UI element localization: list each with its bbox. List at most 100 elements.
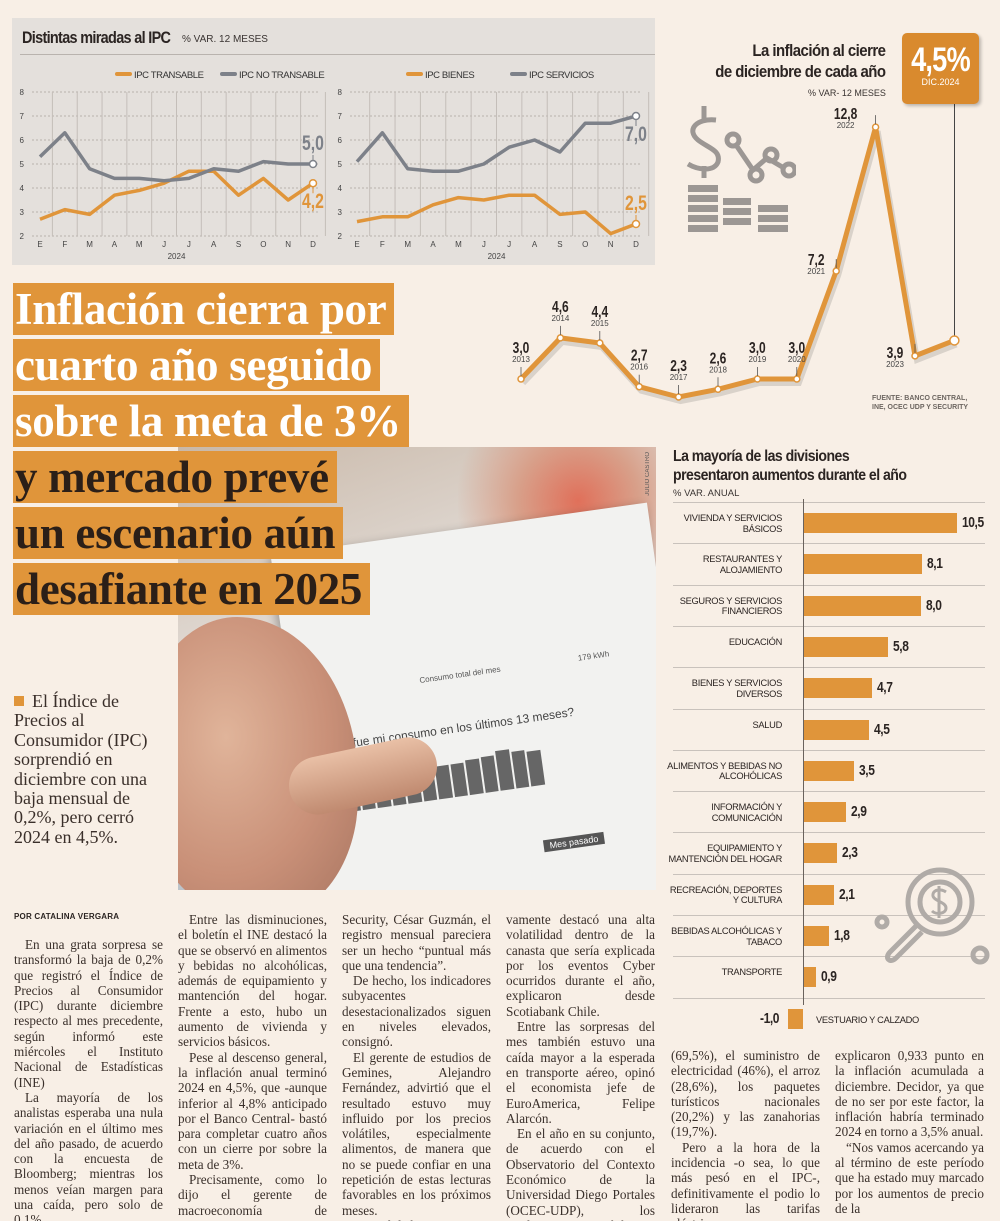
bar [803, 678, 873, 699]
headline-line-3: sobre la meta de 3% [13, 395, 409, 447]
category-label: VESTUARIO Y CALZADO [816, 1014, 919, 1025]
dollar-coins-icon [686, 106, 796, 232]
bar-value-label: -1,0 [760, 1009, 780, 1027]
row-divider [673, 915, 985, 916]
lead-text: El Índice de Precios al Consumidor (IPC)… [14, 691, 148, 847]
category-label: RECREACIÓN, DEPORTES Y CULTURA [669, 884, 782, 906]
category-label: RESTAURANTES Y ALOJAMIENTO [702, 554, 782, 575]
bullet-square [14, 696, 24, 706]
byline: POR CATALINA VERGARA [14, 912, 120, 921]
highlight-box: 4,5% DIC.2024 [902, 33, 979, 104]
bar [803, 554, 923, 575]
magnifier-dollar-icon [874, 867, 990, 965]
article-column: POR CATALINA VERGARA En una grata sorpres… [14, 912, 163, 1221]
bar [803, 760, 855, 781]
bar-value-label: 4,7 [877, 679, 893, 697]
category-label: SEGUROS Y SERVICIOS FINANCIEROS [679, 595, 783, 617]
bar [803, 884, 834, 905]
article-paragraph: La mayoría de los analistas esperaba una… [14, 1089, 163, 1221]
row-divider [673, 873, 985, 875]
article-paragraph: Entre las disminuciones, el boletín el I… [178, 912, 327, 1050]
divisions-chart-title: La mayoría de las divisiones presentaron… [673, 447, 907, 485]
row-divider [673, 625, 985, 627]
panel-title: Distintas miradas al IPC [22, 28, 171, 47]
divisions-chart-subtitle: % VAR. ANUAL [673, 488, 740, 499]
bar-value-label: 10,5 [962, 514, 985, 531]
article-paragraph: Precisamente, como lo dijo el gerente de… [178, 1172, 327, 1221]
article-paragraph: Entre las sorpresas del mes también estu… [506, 1019, 655, 1126]
category-label: VIVIENDA Y SERVICIOS BÁSICOS [683, 513, 783, 534]
bar [803, 967, 817, 988]
bar-value-label: 8,0 [925, 596, 942, 614]
yearly-chart-title: La inflación al cierre de diciembre de c… [714, 40, 886, 82]
bar [803, 595, 921, 616]
bar-value-label: 3,5 [859, 761, 875, 779]
article-column: (69,5%), el suministro de electricidad (… [671, 1048, 820, 1221]
article-column: vamente destacó una alta volatilidad den… [506, 912, 655, 1221]
bar [803, 513, 958, 533]
headline-line-2: cuarto año seguido [13, 339, 381, 391]
category-label: BEBIDAS ALCOHÓLICAS Y TABACO [671, 926, 782, 947]
category-label: EQUIPAMIENTO Y MANTENCIÓN DEL HOGAR [668, 843, 783, 864]
headline-line-5: un escenario aún [13, 507, 344, 559]
lead-paragraph: El Índice de Precios al Consumidor (IPC)… [14, 691, 169, 847]
row-divider [673, 543, 985, 545]
panel-subtitle: % VAR. 12 MESES [182, 34, 268, 45]
row-divider [673, 832, 985, 834]
article-paragraph: Security, César Guzmán, el registro mens… [342, 912, 491, 973]
bar-value-label: 2,9 [850, 803, 867, 821]
headline-line-1: Inflación cierra por [13, 283, 395, 335]
bar [803, 843, 837, 864]
category-label: BIENES Y SERVICIOS DIVERSOS [691, 678, 783, 699]
article-column: Entre las disminuciones, el boletín el I… [178, 912, 327, 1221]
bar [803, 802, 846, 823]
article-paragraph: En una grata sorpresa se transformó la b… [14, 937, 163, 1090]
bar-value-label: 8,1 [927, 555, 943, 573]
bar-value-label: 2,1 [838, 885, 855, 903]
article-paragraph: “Nos vamos acercando ya al término de es… [835, 1139, 984, 1216]
row-divider [673, 956, 985, 958]
title-line: de diciembre de cada año [714, 62, 886, 81]
highlight-date: DIC.2024 [921, 77, 960, 87]
bar-value-label: 1,8 [834, 927, 850, 944]
bar [803, 926, 830, 946]
headline-line-6: desafiante en 2025 [13, 563, 371, 615]
title-line: presentaron aumentos durante el año [673, 467, 907, 484]
bar-value-label: 0,9 [821, 968, 837, 986]
article-paragraph: En el año en su conjunto, de acuerdo con… [506, 1126, 655, 1221]
article-paragraph: explicaron 0,933 punto en la inflación a… [835, 1048, 984, 1140]
article-paragraph: Pese al descenso general, la inflación a… [178, 1049, 327, 1172]
bar-value-label: 5,8 [893, 637, 909, 655]
article-column: Security, César Guzmán, el registro mens… [342, 912, 491, 1221]
bar [788, 1008, 803, 1029]
row-divider [673, 502, 985, 503]
row-divider [673, 749, 985, 751]
category-label: INFORMACIÓN Y COMUNICACIÓN [711, 802, 782, 823]
article-paragraph: A nivel de bienes, nue- [342, 1218, 491, 1221]
bar-value-label: 4,5 [874, 720, 890, 738]
row-divider [673, 708, 985, 710]
yearly-chart-subtitle: % VAR- 12 MESES [808, 88, 886, 98]
bar [803, 719, 870, 740]
row-divider [673, 791, 985, 793]
bar-value-label: 2,3 [841, 844, 858, 862]
article-paragraph: (69,5%), el suministro de electricidad (… [671, 1048, 820, 1140]
row-divider [673, 997, 985, 999]
bar-chart-axis [803, 499, 804, 1005]
category-label: SALUD [752, 719, 782, 730]
title-line: La inflación al cierre [751, 41, 886, 60]
row-divider [673, 584, 985, 586]
article-paragraph: vamente destacó una alta volatilidad den… [506, 912, 655, 1019]
title-line: La mayoría de las divisiones [673, 448, 850, 465]
row-divider [673, 667, 985, 669]
divider [20, 54, 655, 55]
highlight-value: 4,5% [911, 41, 971, 79]
bar [803, 636, 889, 657]
article-column: explicaron 0,933 punto en la inflación a… [835, 1048, 984, 1216]
category-label: ALIMENTOS Y BEBIDAS NO ALCOHÓLICAS [667, 760, 782, 782]
category-label: TRANSPORTE [721, 967, 783, 978]
article-paragraph: El gerente de estudios de Gemines, Aleja… [342, 1049, 491, 1218]
source-line: INE, OCEC UDP Y SECURITY [872, 404, 969, 411]
